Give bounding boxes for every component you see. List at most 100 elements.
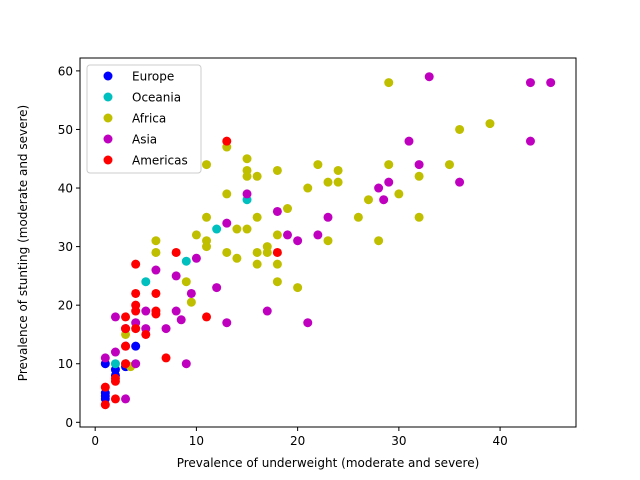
- point-africa: [303, 183, 313, 193]
- point-asia: [272, 206, 282, 216]
- legend-label-africa: Africa: [132, 112, 166, 126]
- point-asia: [414, 160, 424, 170]
- point-africa: [151, 236, 161, 246]
- point-africa: [384, 78, 394, 88]
- point-africa: [252, 171, 262, 181]
- legend-marker-asia: [103, 134, 113, 144]
- legend: Europe Oceania Africa Asia Americas: [86, 64, 202, 174]
- point-asia: [110, 347, 120, 357]
- point-africa: [374, 236, 384, 246]
- point-asia: [212, 283, 222, 293]
- x-axis-ticks: 0 10 20 30 40: [91, 427, 508, 448]
- point-asia: [525, 78, 535, 88]
- point-asia: [100, 353, 110, 363]
- point-asia: [313, 230, 323, 240]
- x-tick-label: 40: [492, 434, 507, 448]
- plot-frame: [79, 57, 577, 428]
- point-asia: [242, 189, 252, 199]
- point-asia: [186, 288, 196, 298]
- point-africa: [272, 165, 282, 175]
- point-africa: [202, 212, 212, 222]
- point-asia: [171, 306, 181, 316]
- point-africa: [151, 247, 161, 257]
- point-africa: [394, 189, 404, 199]
- point-americas: [141, 329, 151, 339]
- legend-marker-europe: [103, 71, 113, 81]
- point-africa: [455, 124, 465, 134]
- point-americas: [121, 312, 131, 322]
- data-points: [100, 72, 556, 410]
- point-americas: [151, 288, 161, 298]
- x-axis-label: Prevalence of underweight (moderate and …: [177, 456, 480, 470]
- point-asia: [379, 195, 389, 205]
- point-africa: [272, 230, 282, 240]
- point-americas: [161, 353, 171, 363]
- point-oceania: [110, 359, 120, 369]
- y-tick-label: 0: [65, 416, 73, 430]
- point-africa: [333, 177, 343, 187]
- point-africa: [323, 236, 333, 246]
- point-africa: [202, 160, 212, 170]
- point-asia: [283, 230, 293, 240]
- point-africa: [242, 171, 252, 181]
- point-asia: [176, 315, 186, 325]
- point-africa: [242, 224, 252, 234]
- point-africa: [232, 224, 242, 234]
- point-africa: [313, 160, 323, 170]
- point-americas: [121, 341, 131, 351]
- point-asia: [161, 324, 171, 334]
- point-africa: [252, 259, 262, 269]
- y-tick-label: 60: [58, 64, 73, 78]
- y-axis-ticks: 0 10 20 30 40 50 60: [58, 64, 80, 430]
- point-asia: [546, 78, 556, 88]
- point-americas: [131, 306, 141, 316]
- point-africa: [181, 277, 191, 287]
- point-africa: [222, 247, 232, 257]
- point-asia: [303, 318, 313, 328]
- point-africa: [242, 154, 252, 164]
- point-asia: [222, 318, 232, 328]
- point-asia: [293, 236, 303, 246]
- point-asia: [262, 306, 272, 316]
- x-tick-label: 10: [189, 434, 204, 448]
- x-tick-label: 30: [391, 434, 406, 448]
- point-africa: [414, 212, 424, 222]
- legend-label-asia: Asia: [132, 133, 157, 147]
- point-americas: [131, 324, 141, 334]
- point-asia: [455, 177, 465, 187]
- point-asia: [404, 136, 414, 146]
- point-africa: [252, 212, 262, 222]
- legend-label-americas: Americas: [132, 154, 188, 168]
- point-asia: [374, 183, 384, 193]
- point-americas: [272, 247, 282, 257]
- point-asia: [222, 218, 232, 228]
- point-africa: [186, 297, 196, 307]
- point-africa: [363, 195, 373, 205]
- legend-marker-africa: [103, 113, 113, 123]
- y-tick-label: 40: [58, 182, 73, 196]
- point-americas: [131, 288, 141, 298]
- y-axis-label: Prevalence of stunting (moderate and sev…: [16, 105, 30, 381]
- point-oceania: [212, 224, 222, 234]
- point-americas: [171, 247, 181, 257]
- point-africa: [262, 247, 272, 257]
- point-asia: [151, 265, 161, 275]
- point-africa: [202, 242, 212, 252]
- point-asia: [181, 359, 191, 369]
- point-asia: [191, 253, 201, 263]
- point-asia: [121, 394, 131, 404]
- legend-marker-oceania: [103, 92, 113, 102]
- point-africa: [485, 119, 495, 129]
- legend-box: [86, 64, 202, 174]
- point-africa: [414, 171, 424, 181]
- point-asia: [141, 306, 151, 316]
- point-oceania: [181, 256, 191, 266]
- point-americas: [110, 373, 120, 383]
- legend-label-europe: Europe: [132, 70, 174, 84]
- point-africa: [232, 253, 242, 263]
- point-asia: [171, 271, 181, 281]
- point-asia: [384, 177, 394, 187]
- y-tick-label: 10: [58, 357, 73, 371]
- y-tick-label: 20: [58, 299, 73, 313]
- point-europe: [131, 341, 141, 351]
